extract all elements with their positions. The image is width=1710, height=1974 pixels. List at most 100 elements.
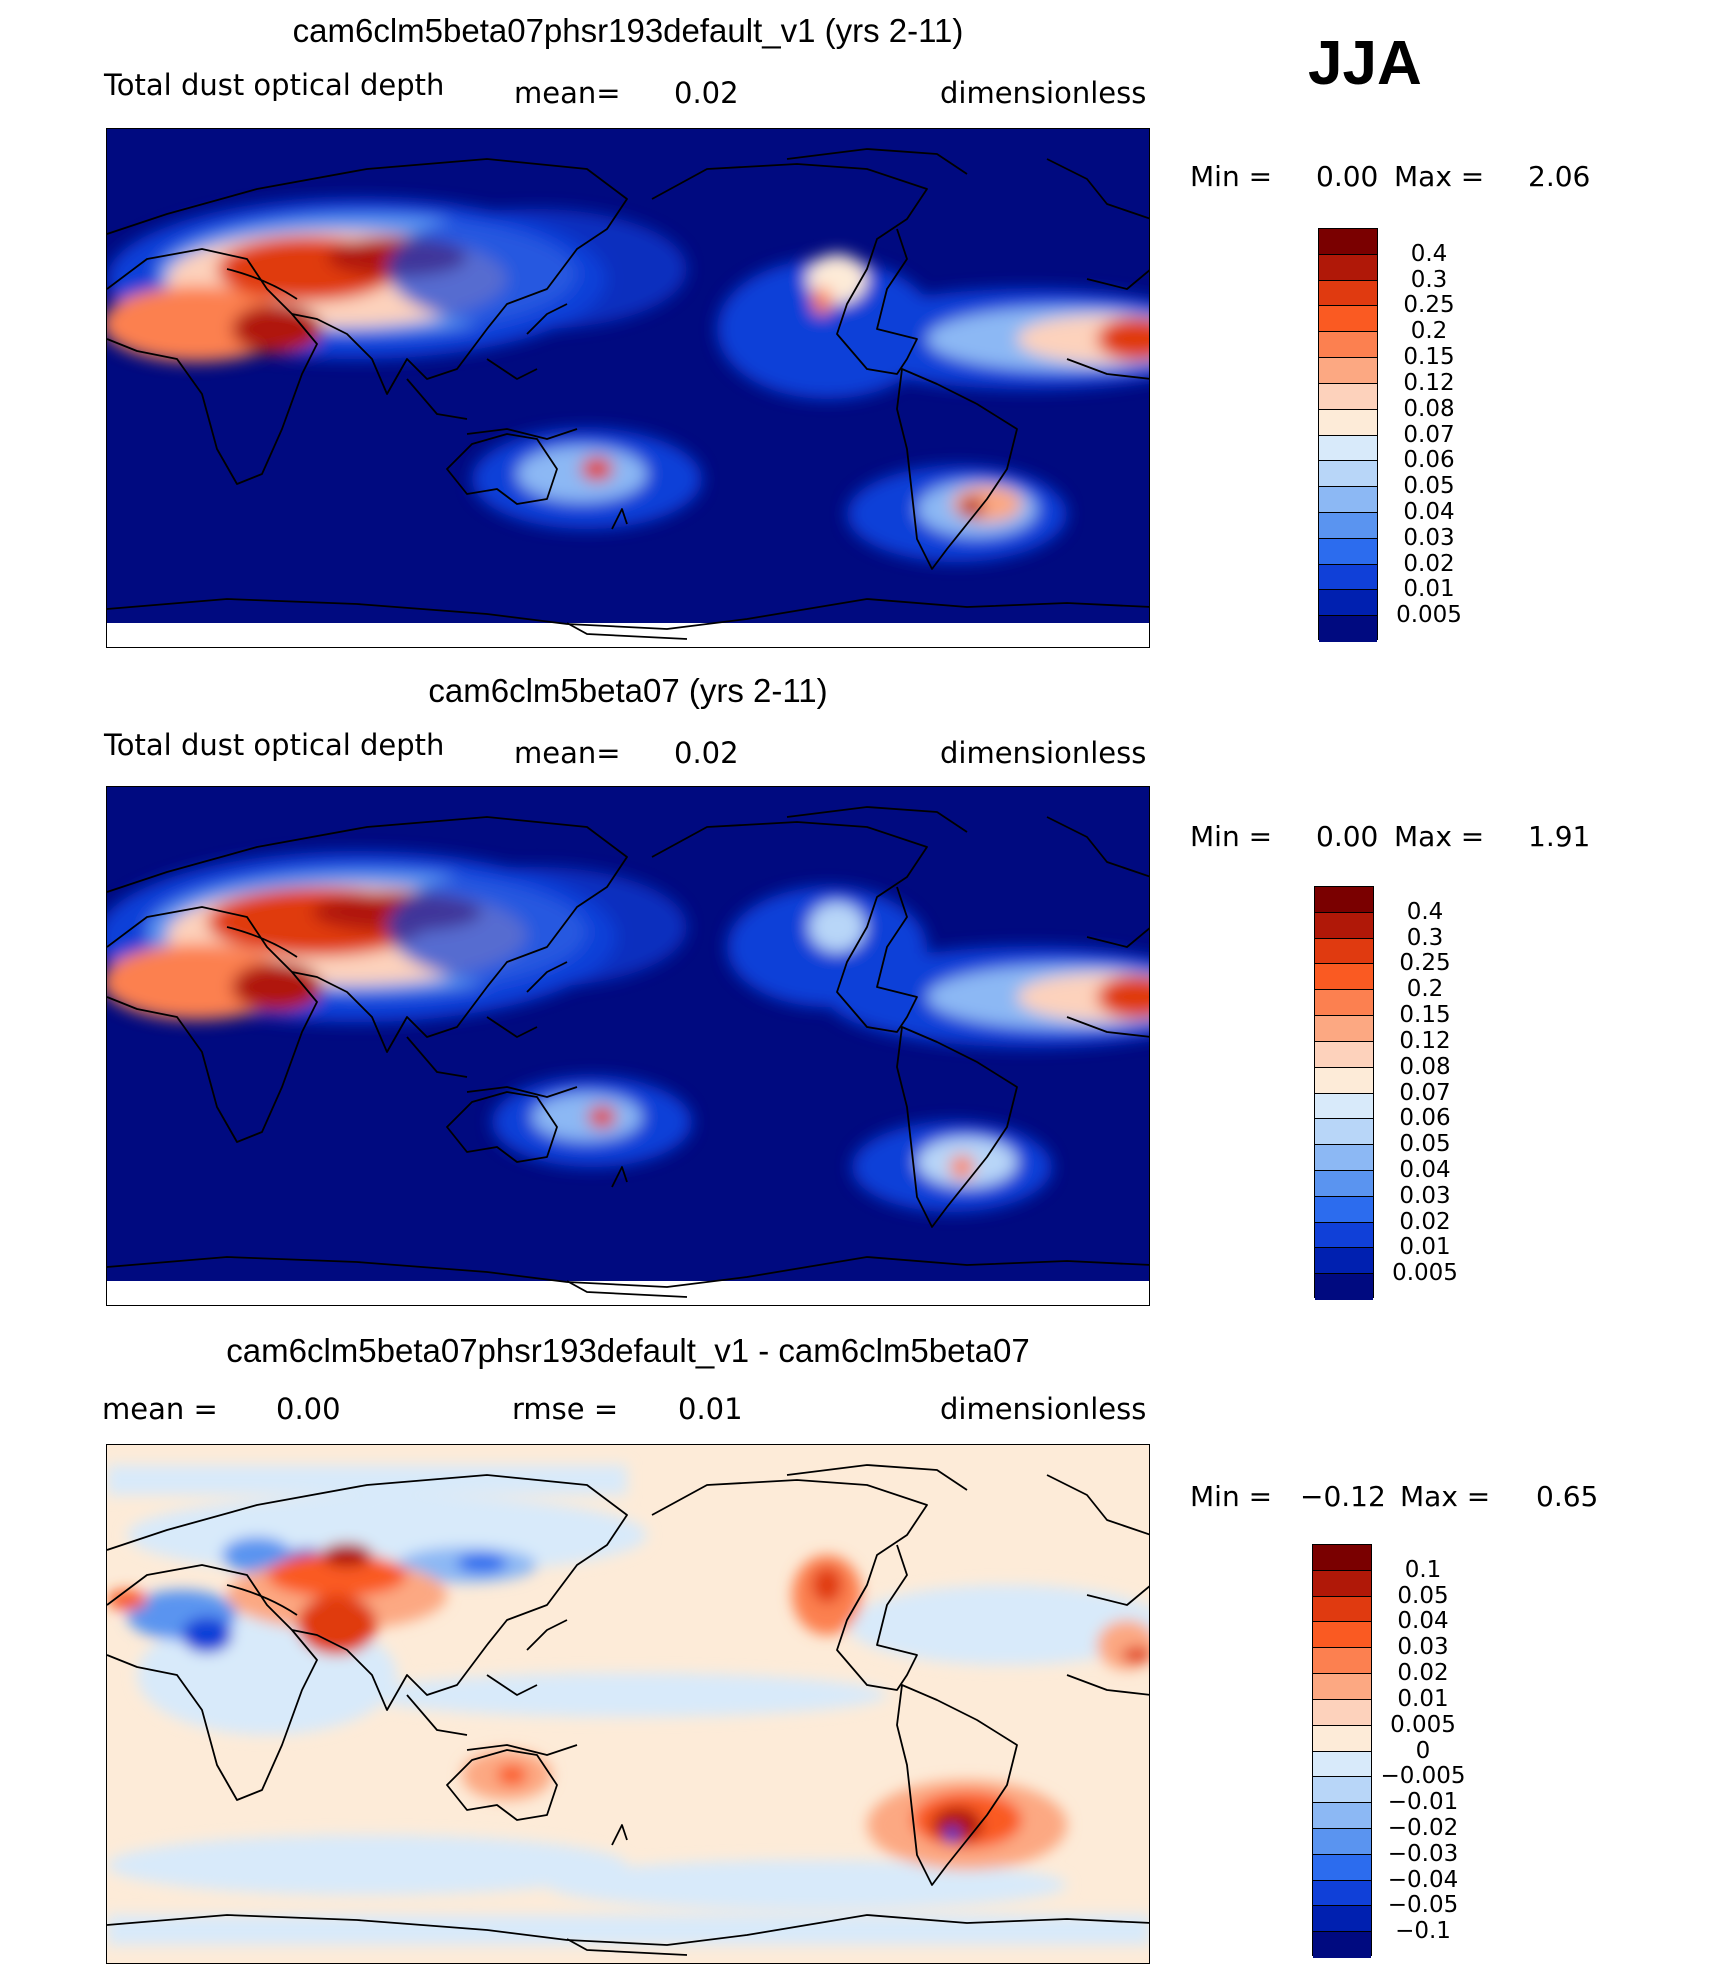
colorbar-tick-label: 0.15 [1399,1002,1451,1029]
colorbar-tick-label: 0.03 [1399,1182,1451,1209]
colorbar-swatch [1315,1016,1373,1042]
panel-3-map [106,1444,1150,1964]
colorbar-swatch [1313,1751,1371,1778]
colorbar-swatch [1313,1906,1371,1933]
colorbar-swatch [1313,1777,1371,1804]
panel-1-mean-value: 0.02 [674,76,739,110]
season-label: JJA [1308,29,1422,98]
panel-2-min-label: Min = [1190,820,1273,853]
panel-1-max-value: 2.06 [1528,160,1591,193]
panel-1-variable: Total dust optical depth [104,68,445,102]
colorbar-tick-label: 0.3 [1410,266,1448,293]
panel-2-min-value: 0.00 [1316,820,1379,853]
panel-3-rmse-label: rmse = [512,1392,619,1426]
colorbar-tick-label: 0.005 [1392,1260,1458,1287]
colorbar-tick-label: 0.25 [1403,292,1455,319]
panel-2-variable: Total dust optical depth [104,728,445,762]
colorbar-swatch [1319,409,1377,436]
panel-3-max-value: 0.65 [1536,1480,1599,1513]
colorbar-tick-label: 0.04 [1397,1608,1449,1635]
panel-1-title: cam6clm5beta07phsr193default_v1 (yrs 2-1… [292,12,964,49]
colorbar-tick-label: 0.25 [1399,950,1451,977]
panel-2-max-label: Max = [1394,820,1485,853]
panel-3-max-label: Max = [1400,1480,1491,1513]
colorbar-swatch [1315,1093,1373,1120]
panel-2-mean-value: 0.02 [674,736,739,770]
colorbar-tick-label: 0.15 [1403,344,1455,371]
colorbar-swatch [1313,1622,1371,1649]
panel-1-min-value: 0.00 [1316,160,1379,193]
panel-3-mean-value: 0.00 [276,1392,341,1426]
colorbar-swatch [1319,538,1377,565]
colorbar-swatch [1319,461,1377,488]
colorbar-swatch [1313,1932,1371,1958]
colorbar-swatch [1315,1222,1373,1249]
colorbar-swatch [1313,1828,1371,1855]
colorbar-swatch [1315,1274,1373,1300]
colorbar-tick-label: 0.2 [1410,318,1448,345]
colorbar-swatch [1319,487,1377,513]
colorbar-swatch [1313,1596,1371,1623]
colorbar-tick-label: −0.02 [1387,1814,1459,1841]
colorbar-swatch [1315,1067,1373,1094]
colorbar-tick-label: 0.07 [1403,421,1455,448]
panel-1-max-label: Max = [1394,160,1485,193]
colorbar-tick-label: 0.03 [1397,1634,1449,1661]
panel-3-min-value: −0.12 [1300,1480,1386,1513]
colorbar-tick-label: −0.05 [1387,1892,1459,1919]
colorbar-tick-label: −0.1 [1395,1918,1451,1945]
colorbar-swatch [1319,229,1377,255]
panel-1-colorbar [1318,228,1378,642]
colorbar-tick-label: 0.01 [1403,576,1455,603]
colorbar-swatch [1315,990,1373,1017]
colorbar-tick-label: 0.2 [1406,976,1444,1003]
colorbar-swatch [1319,358,1377,384]
colorbar-swatch [1315,912,1373,939]
colorbar-swatch [1319,564,1377,591]
colorbar-tick-label: 0.3 [1406,924,1444,951]
panel-2-colorbar [1314,886,1374,1300]
colorbar-swatch [1319,435,1377,462]
colorbar-swatch [1319,590,1377,617]
panel-1-units: dimensionless [940,76,1147,110]
panel-2-max-value: 1.91 [1528,820,1591,853]
colorbar-swatch [1313,1674,1371,1700]
panel-1-min-label: Min = [1190,160,1273,193]
colorbar-swatch [1319,332,1377,359]
colorbar-swatch [1313,1570,1371,1597]
colorbar-swatch [1319,383,1377,410]
panel-3-colorbar [1312,1544,1372,1958]
colorbar-swatch [1319,512,1377,539]
colorbar-tick-label: 0.02 [1397,1660,1449,1687]
colorbar-tick-label: 0.08 [1399,1053,1451,1080]
colorbar-tick-label: 0.1 [1404,1556,1442,1583]
colorbar-tick-label: 0.03 [1403,524,1455,551]
colorbar-tick-label: 0.005 [1396,602,1462,629]
colorbar-swatch [1315,887,1373,913]
colorbar-tick-label: 0.4 [1406,898,1444,925]
panel-3-mean-label: mean = [102,1392,218,1426]
colorbar-swatch [1319,254,1377,281]
colorbar-tick-label: 0.005 [1390,1711,1456,1738]
panel-3-rmse-value: 0.01 [678,1392,743,1426]
colorbar-tick-label: −0.01 [1387,1789,1459,1816]
colorbar-swatch [1313,1725,1371,1752]
panel-3-min-label: Min = [1190,1480,1273,1513]
colorbar-tick-label: 0.02 [1403,550,1455,577]
colorbar-swatch [1319,616,1377,642]
colorbar-tick-label: −0.03 [1387,1840,1459,1867]
colorbar-swatch [1313,1880,1371,1907]
panel-1-map [106,128,1150,648]
colorbar-swatch [1313,1699,1371,1726]
colorbar-tick-label: 0.12 [1403,369,1455,396]
colorbar-tick-label: 0.01 [1397,1685,1449,1712]
colorbar-swatch [1315,1196,1373,1223]
colorbar-swatch [1315,964,1373,991]
colorbar-swatch [1315,1248,1373,1275]
colorbar-swatch [1313,1854,1371,1881]
panel-2-title: cam6clm5beta07 (yrs 2-11) [428,672,828,709]
colorbar-tick-label: 0.04 [1403,498,1455,525]
colorbar-swatch [1313,1803,1371,1829]
panel-3-units: dimensionless [940,1392,1147,1426]
colorbar-tick-label: 0.07 [1399,1079,1451,1106]
